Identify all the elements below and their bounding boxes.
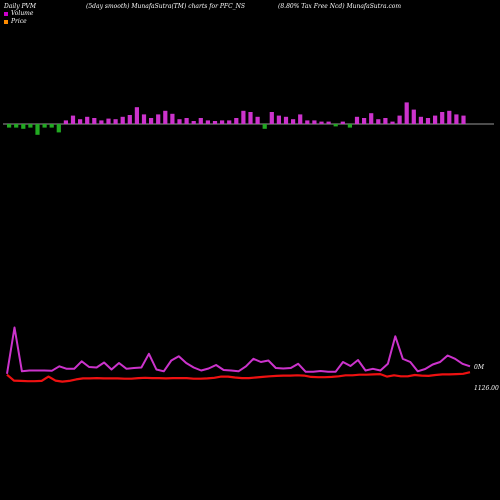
price-line-label: 1126.00 (474, 385, 499, 392)
volume-bar (85, 116, 90, 124)
volume-bar (283, 116, 289, 124)
legend-volume-swatch (4, 11, 8, 16)
volume-bar (255, 116, 260, 124)
volume-bar (376, 119, 381, 124)
volume-bar (14, 124, 19, 128)
volume-line-label: 0M (474, 364, 485, 371)
volume-bar (276, 115, 281, 124)
legend-volume: Volume (4, 10, 33, 17)
volume-bar (127, 115, 132, 124)
volume-bar (333, 124, 338, 127)
volume-bar (177, 119, 182, 124)
volume-bar (340, 121, 345, 124)
volume-bar (63, 120, 68, 124)
volume-bar (56, 124, 61, 133)
volume-bar (212, 121, 218, 124)
volume-bar (440, 112, 445, 124)
price-line (6, 371, 471, 383)
legend-price-label: Price (11, 18, 27, 25)
volume-bar (291, 119, 296, 124)
chart-subtitle: (8.80% Tax Free Ncd) MunafaSutra.com (278, 3, 402, 10)
volume-bar (7, 124, 12, 128)
volume-bar (42, 124, 47, 128)
volume-bar (433, 115, 438, 124)
volume-bar (198, 118, 203, 124)
volume-bar (35, 124, 40, 135)
legend-volume-label: Volume (11, 10, 34, 17)
volume-bar (149, 118, 154, 124)
volume-bar (234, 118, 239, 124)
volume-bar (347, 124, 352, 128)
volume-bar (425, 118, 431, 124)
volume-bar (461, 115, 466, 124)
volume-bar (369, 113, 374, 124)
volume-bar (184, 118, 189, 124)
volume-bar (390, 121, 395, 124)
legend-price: Price (4, 18, 27, 25)
volume-bar (227, 120, 232, 124)
volume-bar (220, 120, 225, 124)
volume-bar (141, 114, 147, 124)
volume-bar (312, 120, 317, 124)
volume-bar (49, 124, 54, 128)
volume-bar (241, 110, 246, 124)
volume-bar (411, 109, 416, 124)
volume-line (6, 326, 471, 374)
volume-bar (262, 124, 267, 129)
volume-bar (326, 121, 331, 124)
volume-bar (78, 119, 83, 124)
volume-bar (397, 115, 402, 124)
volume-bar (418, 116, 423, 124)
volume-bar (70, 115, 76, 124)
chart-type-label: Daily PVM (4, 3, 37, 10)
volume-bar (362, 118, 367, 124)
volume-bar (319, 121, 324, 124)
volume-bar (191, 121, 196, 124)
volume-bar (404, 102, 409, 124)
volume-bar (269, 112, 274, 124)
volume-bar (447, 110, 452, 124)
chart-title: (5day smooth) MunafaSutra(TM) charts for… (86, 3, 246, 10)
volume-bar (248, 112, 253, 124)
volume-bar (113, 119, 118, 124)
volume-bar (170, 113, 175, 124)
volume-bar (106, 118, 111, 124)
volume-bar (163, 110, 168, 124)
volume-bar (305, 120, 310, 124)
legend-price-swatch (4, 19, 8, 24)
volume-bar (92, 118, 97, 124)
volume-bar (205, 120, 210, 124)
volume-bars (7, 102, 466, 135)
volume-bar (134, 107, 139, 124)
volume-bar (454, 114, 459, 124)
volume-bar (354, 116, 360, 124)
volume-bar (99, 120, 104, 124)
volume-bar (156, 114, 161, 124)
volume-bar (120, 116, 125, 124)
volume-bar (28, 124, 33, 128)
volume-bar (21, 124, 26, 129)
volume-bar (298, 114, 303, 124)
volume-bar (383, 118, 388, 124)
